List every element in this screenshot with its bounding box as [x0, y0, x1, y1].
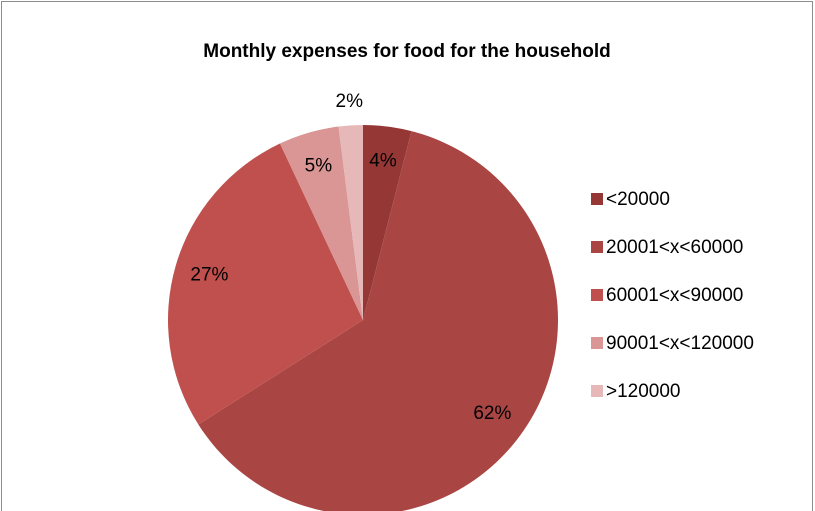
- legend-swatch: [591, 193, 603, 205]
- legend-swatch: [591, 385, 603, 397]
- legend-swatch: [591, 241, 603, 253]
- data-label: 5%: [305, 155, 333, 176]
- pie-slice: [338, 125, 363, 320]
- chart-title: Monthly expenses for food for the househ…: [203, 41, 610, 62]
- pie-slice: [279, 126, 363, 321]
- data-label: 2%: [336, 91, 364, 112]
- legend-label: >120000: [606, 381, 681, 402]
- legend-label: 60001<x<90000: [606, 285, 743, 306]
- pie-slice: [198, 131, 558, 511]
- data-label: 4%: [369, 150, 397, 171]
- legend-swatch: [591, 289, 603, 301]
- legend-swatch: [591, 337, 603, 349]
- data-label: 62%: [473, 403, 511, 424]
- pie-slice: [168, 143, 363, 425]
- pie-slice: [363, 125, 412, 320]
- data-label: 27%: [190, 264, 228, 285]
- legend-label: <20000: [606, 189, 670, 210]
- legend-label: 90001<x<120000: [606, 333, 754, 354]
- legend-label: 20001<x<60000: [606, 237, 743, 258]
